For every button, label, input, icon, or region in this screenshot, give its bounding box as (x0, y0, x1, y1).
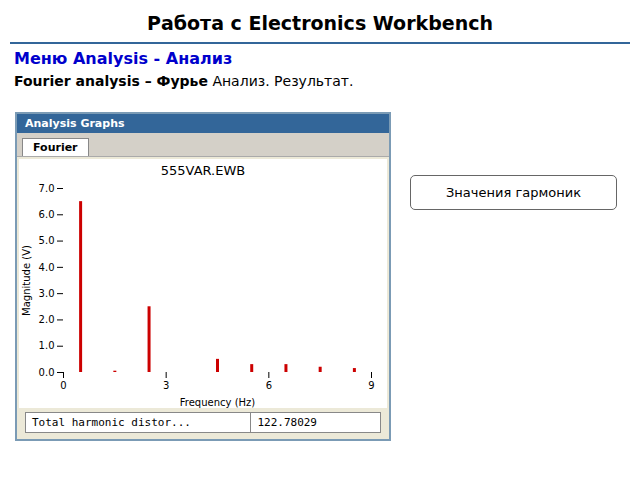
html-text:122.78029: 122.78029 (257, 416, 317, 429)
svg-text:1.0: 1.0 (39, 340, 55, 351)
svg-text:0: 0 (60, 380, 66, 391)
svg-text:5.0: 5.0 (39, 235, 55, 246)
svg-text:3: 3 (163, 380, 169, 391)
svg-text:Magnitude (V): Magnitude (V) (21, 245, 32, 316)
svg-text:7.0: 7.0 (39, 183, 55, 194)
svg-text:3.0: 3.0 (39, 288, 55, 299)
html-text:Fourier analysis – Фурье Анали: Fourier analysis – Фурье Анализ. Результ… (14, 73, 354, 89)
html-text:Значения гармоник: Значения гармоник (446, 185, 581, 200)
html-text:Total harmonic distor...: Total harmonic distor... (32, 416, 191, 429)
svg-text:6.0: 6.0 (39, 209, 55, 220)
svg-text:2.0: 2.0 (39, 314, 55, 325)
svg-text:0.0: 0.0 (39, 367, 55, 378)
html-text:Analysis Graphs: Analysis Graphs (25, 117, 125, 130)
svg-text:4.0: 4.0 (39, 262, 55, 273)
svg-text:6: 6 (266, 380, 272, 391)
html-text:Fourier: Fourier (33, 141, 78, 154)
svg-text:9: 9 (368, 380, 374, 391)
svg-text:Frequency (Hz): Frequency (Hz) (180, 397, 256, 408)
html-text:555VAR.EWB: 555VAR.EWB (160, 163, 246, 178)
html-text:Работа с Electronics Workbench: Работа с Electronics Workbench (147, 12, 493, 34)
html-text:Меню Analysis - Анализ: Меню Analysis - Анализ (14, 49, 233, 68)
